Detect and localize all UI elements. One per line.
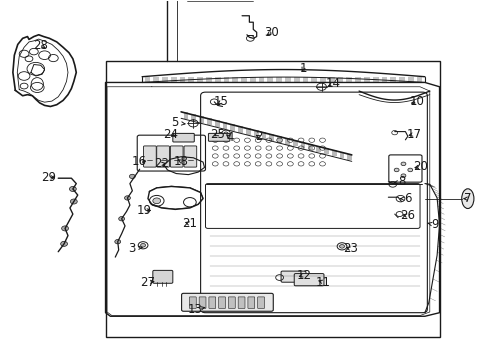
FancyBboxPatch shape xyxy=(183,146,196,167)
Circle shape xyxy=(153,198,160,204)
FancyBboxPatch shape xyxy=(208,134,229,141)
Text: 29: 29 xyxy=(41,171,56,184)
Text: 2: 2 xyxy=(255,130,263,144)
FancyBboxPatch shape xyxy=(172,134,194,142)
Circle shape xyxy=(69,186,76,192)
Text: 8: 8 xyxy=(393,175,405,188)
FancyBboxPatch shape xyxy=(218,297,225,309)
Text: 19: 19 xyxy=(137,204,152,217)
Ellipse shape xyxy=(461,189,473,208)
Text: 1: 1 xyxy=(299,62,306,75)
FancyBboxPatch shape xyxy=(170,146,183,167)
FancyBboxPatch shape xyxy=(257,297,264,309)
FancyBboxPatch shape xyxy=(294,274,324,286)
FancyBboxPatch shape xyxy=(181,293,273,311)
Text: 23: 23 xyxy=(343,242,358,255)
Text: 27: 27 xyxy=(140,276,155,289)
FancyBboxPatch shape xyxy=(199,297,205,309)
Circle shape xyxy=(339,244,344,248)
Text: 30: 30 xyxy=(264,26,278,39)
Circle shape xyxy=(407,168,412,172)
Text: 12: 12 xyxy=(296,269,311,282)
Circle shape xyxy=(119,217,124,221)
Text: 3: 3 xyxy=(128,242,142,255)
Text: 25: 25 xyxy=(210,127,224,141)
Text: 18: 18 xyxy=(173,155,188,168)
Circle shape xyxy=(70,199,77,204)
Circle shape xyxy=(129,174,135,179)
FancyBboxPatch shape xyxy=(281,271,305,282)
Text: 11: 11 xyxy=(315,276,330,289)
Text: 5: 5 xyxy=(171,116,184,129)
FancyBboxPatch shape xyxy=(238,297,244,309)
Circle shape xyxy=(141,243,145,247)
Text: 15: 15 xyxy=(213,95,228,108)
Text: 4: 4 xyxy=(225,131,233,144)
FancyBboxPatch shape xyxy=(143,146,156,167)
Text: 13: 13 xyxy=(187,303,204,316)
FancyBboxPatch shape xyxy=(208,297,215,309)
Circle shape xyxy=(115,239,121,244)
Circle shape xyxy=(400,174,405,177)
Circle shape xyxy=(124,196,130,200)
FancyBboxPatch shape xyxy=(153,270,172,283)
FancyBboxPatch shape xyxy=(247,297,254,309)
Text: 16: 16 xyxy=(132,155,147,168)
Circle shape xyxy=(224,132,227,135)
Text: 22: 22 xyxy=(154,157,169,170)
Text: 9: 9 xyxy=(427,218,438,231)
Text: 28: 28 xyxy=(33,39,48,52)
Text: 17: 17 xyxy=(406,127,421,141)
Text: 20: 20 xyxy=(413,160,427,173)
Circle shape xyxy=(393,168,398,172)
Text: 10: 10 xyxy=(409,95,424,108)
Circle shape xyxy=(400,162,405,166)
FancyBboxPatch shape xyxy=(228,297,235,309)
Text: 26: 26 xyxy=(400,210,414,222)
FancyBboxPatch shape xyxy=(189,297,196,309)
Text: 21: 21 xyxy=(182,217,197,230)
Circle shape xyxy=(61,226,68,231)
Circle shape xyxy=(61,241,67,246)
Text: 14: 14 xyxy=(325,77,340,90)
FancyBboxPatch shape xyxy=(157,146,169,167)
Text: 7: 7 xyxy=(463,192,470,205)
Text: 6: 6 xyxy=(400,192,411,205)
Text: 24: 24 xyxy=(163,127,178,141)
